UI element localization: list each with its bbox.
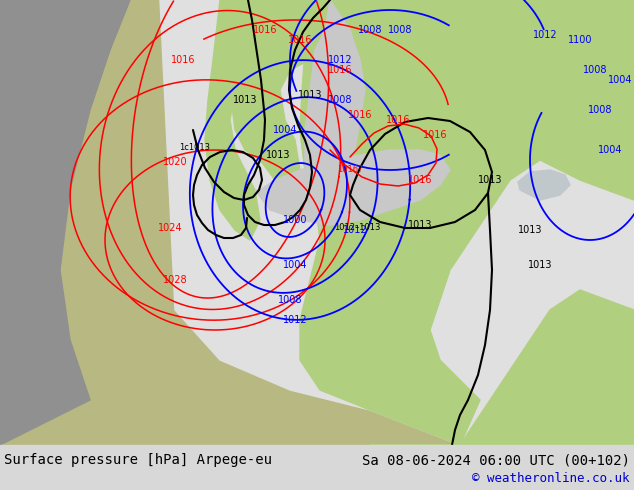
Text: 1016: 1016 <box>328 65 353 75</box>
Polygon shape <box>305 0 365 230</box>
Polygon shape <box>205 0 270 240</box>
Text: 1004: 1004 <box>273 125 297 135</box>
Text: 1013: 1013 <box>518 225 542 235</box>
Text: 1008: 1008 <box>278 295 302 305</box>
Text: 1100: 1100 <box>568 35 592 45</box>
Polygon shape <box>255 150 450 225</box>
Text: 1013: 1013 <box>266 150 290 160</box>
Polygon shape <box>518 170 570 200</box>
Text: 1008: 1008 <box>583 65 607 75</box>
Text: 1016: 1016 <box>408 175 432 185</box>
Polygon shape <box>300 0 634 445</box>
Text: Surface pressure [hPa] Arpege-eu: Surface pressure [hPa] Arpege-eu <box>4 453 272 467</box>
Text: 1012: 1012 <box>343 225 367 235</box>
Text: 1016: 1016 <box>288 35 313 45</box>
Text: 1024: 1024 <box>158 223 183 233</box>
Text: 1004: 1004 <box>283 260 307 270</box>
Text: 1013: 1013 <box>408 220 432 230</box>
Text: 1013: 1013 <box>233 95 257 105</box>
Text: 1016: 1016 <box>171 55 195 65</box>
Text: 1012: 1012 <box>283 315 307 325</box>
Text: 1016: 1016 <box>253 25 277 35</box>
Text: Sa 08-06-2024 06:00 UTC (00+102): Sa 08-06-2024 06:00 UTC (00+102) <box>362 453 630 467</box>
Text: 1008: 1008 <box>588 105 612 115</box>
Polygon shape <box>0 0 130 445</box>
Text: 1008: 1008 <box>388 25 412 35</box>
Polygon shape <box>370 290 634 445</box>
Text: 1012: 1012 <box>328 55 353 65</box>
Polygon shape <box>300 0 460 400</box>
Text: 1013: 1013 <box>527 260 552 270</box>
Text: 1016: 1016 <box>423 130 447 140</box>
Text: 1016: 1016 <box>385 115 410 125</box>
Text: 1000: 1000 <box>283 215 307 225</box>
Text: 1008: 1008 <box>328 95 353 105</box>
Text: 1020: 1020 <box>163 157 187 167</box>
Text: 1016?: 1016? <box>337 166 363 174</box>
Text: 1013: 1013 <box>298 90 322 100</box>
Text: 1028: 1028 <box>163 275 187 285</box>
Text: © weatheronline.co.uk: © weatheronline.co.uk <box>472 471 630 485</box>
Text: 1004: 1004 <box>598 145 622 155</box>
Text: 1012–1013: 1012–1013 <box>334 222 380 231</box>
Text: 1013: 1013 <box>478 175 502 185</box>
Text: 1c1013: 1c1013 <box>179 144 210 152</box>
Bar <box>0 445 634 490</box>
Text: 1004: 1004 <box>608 75 632 85</box>
Text: 1008: 1008 <box>358 25 382 35</box>
Text: 1016: 1016 <box>348 110 372 120</box>
Polygon shape <box>160 0 634 445</box>
Text: 1012: 1012 <box>533 30 557 40</box>
Polygon shape <box>230 0 320 190</box>
